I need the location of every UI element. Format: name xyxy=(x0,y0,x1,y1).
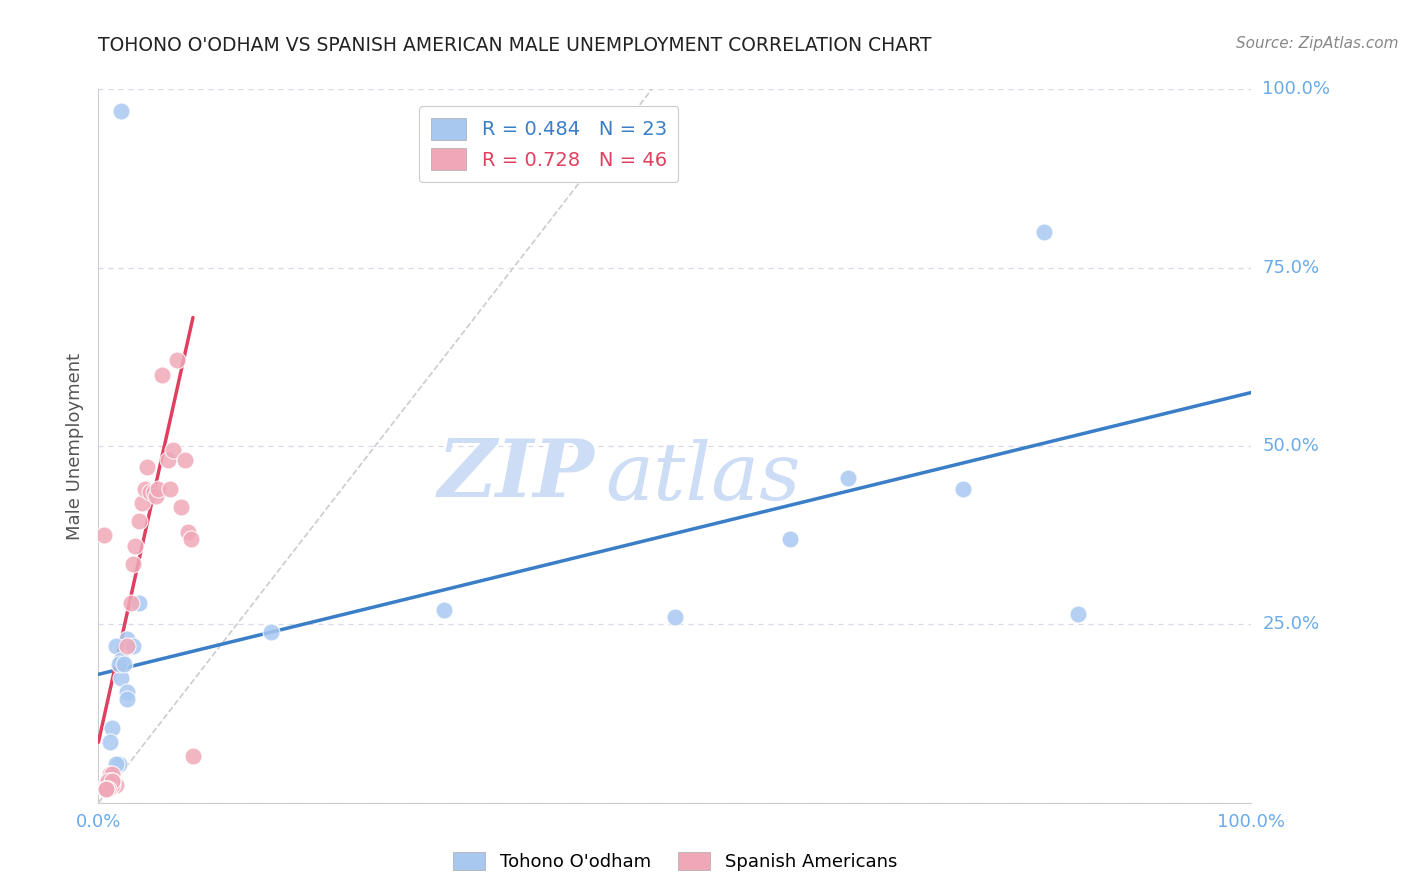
Point xyxy=(104,639,127,653)
Point xyxy=(96,781,118,796)
Point xyxy=(93,528,115,542)
Point xyxy=(134,482,156,496)
Point xyxy=(120,596,142,610)
Point xyxy=(135,460,157,475)
Point xyxy=(101,774,124,789)
Point xyxy=(148,482,170,496)
Point xyxy=(124,539,146,553)
Point xyxy=(98,735,121,749)
Point xyxy=(177,524,200,539)
Point xyxy=(96,781,118,796)
Point xyxy=(108,756,131,771)
Point xyxy=(139,485,162,500)
Text: TOHONO O'ODHAM VS SPANISH AMERICAN MALE UNEMPLOYMENT CORRELATION CHART: TOHONO O'ODHAM VS SPANISH AMERICAN MALE … xyxy=(98,36,932,54)
Point xyxy=(96,778,118,792)
Text: 100.0%: 100.0% xyxy=(1263,80,1330,98)
Point xyxy=(159,482,181,496)
Point xyxy=(97,781,120,796)
Point xyxy=(122,557,145,571)
Point xyxy=(1067,607,1090,621)
Point xyxy=(104,756,127,771)
Point xyxy=(117,639,139,653)
Legend: Tohono O'odham, Spanish Americans: Tohono O'odham, Spanish Americans xyxy=(446,845,904,879)
Point xyxy=(101,774,124,789)
Point xyxy=(96,781,118,796)
Point xyxy=(1032,225,1054,239)
Point xyxy=(170,500,193,514)
Point xyxy=(96,781,118,796)
Point xyxy=(104,778,127,792)
Point xyxy=(97,774,120,789)
Point xyxy=(101,778,124,792)
Point xyxy=(181,749,204,764)
Point xyxy=(145,489,167,503)
Point xyxy=(180,532,202,546)
Text: Source: ZipAtlas.com: Source: ZipAtlas.com xyxy=(1236,36,1399,51)
Y-axis label: Male Unemployment: Male Unemployment xyxy=(66,352,84,540)
Point xyxy=(96,781,118,796)
Point xyxy=(110,671,132,685)
Point xyxy=(952,482,974,496)
Text: 50.0%: 50.0% xyxy=(1263,437,1319,455)
Point xyxy=(433,603,456,617)
Text: 75.0%: 75.0% xyxy=(1263,259,1320,277)
Point xyxy=(117,692,139,706)
Point xyxy=(128,514,150,528)
Text: ZIP: ZIP xyxy=(437,436,595,513)
Point xyxy=(117,632,139,646)
Point xyxy=(108,657,131,671)
Point xyxy=(98,774,121,789)
Point xyxy=(110,103,132,118)
Point xyxy=(101,721,124,735)
Point xyxy=(260,624,283,639)
Point xyxy=(112,657,135,671)
Point xyxy=(131,496,153,510)
Point xyxy=(128,596,150,610)
Legend: R = 0.484   N = 23, R = 0.728   N = 46: R = 0.484 N = 23, R = 0.728 N = 46 xyxy=(419,106,679,182)
Point xyxy=(779,532,801,546)
Text: 25.0%: 25.0% xyxy=(1263,615,1320,633)
Point xyxy=(96,781,118,796)
Point xyxy=(101,767,124,781)
Point xyxy=(98,767,121,781)
Point xyxy=(122,639,145,653)
Point xyxy=(98,778,121,792)
Point xyxy=(101,774,124,789)
Point xyxy=(664,610,686,624)
Point xyxy=(150,368,173,382)
Text: atlas: atlas xyxy=(606,440,801,516)
Point xyxy=(156,453,179,467)
Point xyxy=(166,353,188,368)
Point xyxy=(162,442,184,457)
Point xyxy=(117,685,139,699)
Point xyxy=(96,781,118,796)
Point xyxy=(97,774,120,789)
Point xyxy=(142,485,165,500)
Point xyxy=(96,778,118,792)
Point xyxy=(837,471,859,485)
Point xyxy=(110,653,132,667)
Point xyxy=(96,781,118,796)
Point xyxy=(174,453,197,467)
Point xyxy=(97,774,120,789)
